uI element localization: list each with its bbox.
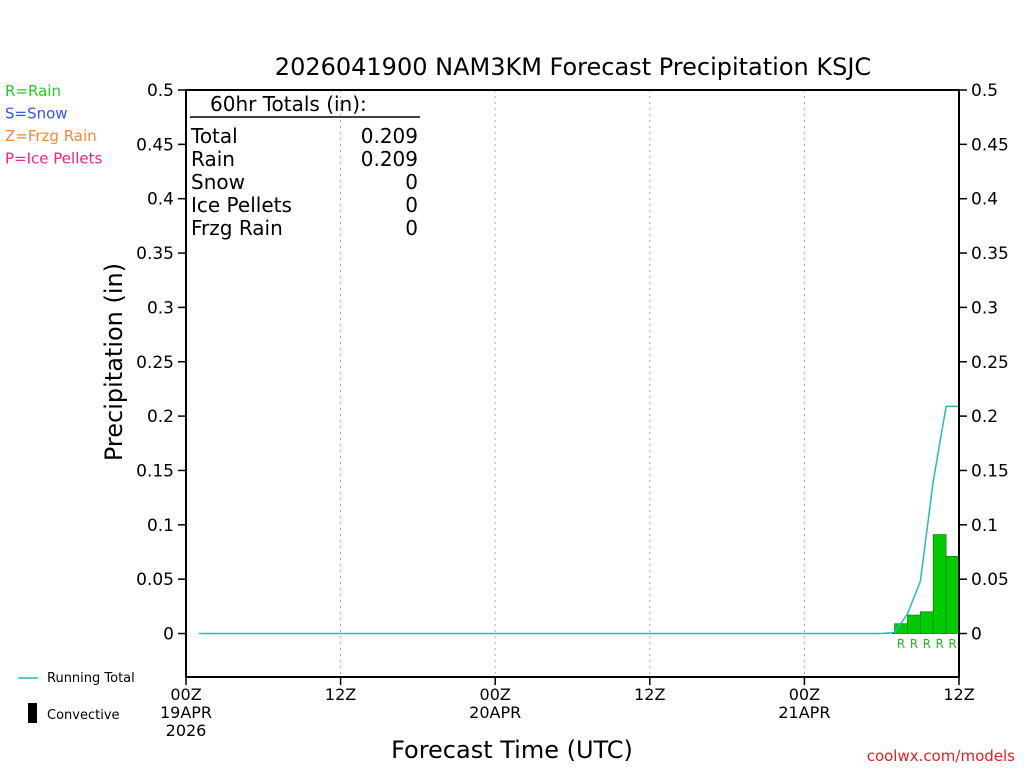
precip-type-label: R [897, 637, 905, 651]
totals-row-value: 0.209 [361, 124, 418, 148]
precip-type-label: R [936, 637, 944, 651]
totals-row-label: Rain [191, 147, 235, 171]
totals-row-label: Snow [191, 170, 245, 194]
y-tick-label-right: 0.2 [971, 407, 998, 427]
precip-type-label: R [910, 637, 918, 651]
y-tick-label-left: 0.45 [136, 135, 174, 155]
precip-bars [894, 534, 960, 634]
plot-frame [185, 89, 960, 678]
y-tick-label-right: 0.4 [971, 190, 998, 210]
precip-bar [907, 614, 921, 634]
precip-type-label: R [948, 637, 956, 651]
x-tick-label: 19APR [160, 703, 212, 722]
x-tick-label: 00Z [480, 685, 511, 704]
y-tick-label-left: 0.5 [147, 81, 174, 101]
running-total-series [198, 405, 959, 635]
y-tick-label-left: 0.05 [136, 570, 174, 590]
precip-type-legend-item: P=Ice Pellets [5, 150, 102, 168]
totals-row-value: 0 [405, 216, 418, 240]
y-axis-right: 0 0.05 0.1 0.15 0.2 0.25 0.3 0.35 0.4 0.45 0.5 [959, 81, 1009, 645]
precip-type-legend-item: R=Rain [5, 82, 61, 100]
y-tick-label-right: 0.25 [971, 353, 1009, 373]
totals-row-value: 0 [405, 170, 418, 194]
grid-lines [340, 90, 805, 677]
y-tick-label-left: 0.15 [136, 461, 174, 481]
totals-row-value: 0 [405, 193, 418, 217]
y-tick-label-left: 0.2 [147, 407, 174, 427]
y-tick-label-left: 0.3 [147, 298, 174, 318]
running-total-legend-label: Running Total [47, 671, 135, 686]
y-tick-label-right: 0.45 [971, 135, 1009, 155]
running-total-line [198, 405, 959, 635]
x-tick-label: 20APR [469, 703, 521, 722]
y-tick-label-right: 0.5 [971, 81, 998, 101]
y-tick-label-right: 0.05 [971, 570, 1009, 590]
totals-row-value: 0.209 [361, 147, 418, 171]
footer-source: coolwx.com/models [867, 747, 1015, 765]
precip-type-legend: R=Rain S=Snow Z=Frzg Rain P=Ice Pellets [5, 82, 102, 168]
x-axis-label: Forecast Time (UTC) [391, 736, 633, 764]
y-tick-label-right: 0.3 [971, 298, 998, 318]
x-tick-label: 2026 [166, 721, 207, 740]
totals-box: 60hr Totals (in): Total 0.209 Rain 0.209 Sno… [190, 92, 420, 240]
y-axis-label: Precipitation (in) [100, 263, 128, 461]
x-tick-label: 12Z [634, 685, 665, 704]
y-tick-label-left: 0.4 [147, 190, 174, 210]
y-axis-left: 0 0.05 0.1 0.15 0.2 0.25 0.3 0.35 0.4 0.45 0.5 [136, 81, 186, 645]
y-tick-label-right: 0.35 [971, 244, 1009, 264]
y-tick-label-left: 0.1 [147, 516, 174, 536]
totals-row-label: Frzg Rain [191, 216, 283, 240]
x-tick-label: 12Z [943, 685, 974, 704]
y-tick-label-left: 0 [163, 625, 174, 645]
precip-type-legend-item: S=Snow [5, 105, 68, 123]
precip-type-legend-item: Z=Frzg Rain [5, 127, 97, 145]
totals-header: 60hr Totals (in): [210, 92, 367, 116]
totals-row-label: Total [190, 124, 238, 148]
precip-bar [945, 556, 960, 634]
y-tick-label-right: 0 [971, 625, 982, 645]
convective-legend-label: Convective [47, 708, 120, 723]
convective-legend-swatch [28, 703, 37, 723]
precip-type-label: R [923, 637, 931, 651]
chart-title: 2026041900 NAM3KM Forecast Precipitation… [275, 53, 871, 81]
x-tick-label: 00Z [170, 685, 201, 704]
y-tick-label-left: 0.25 [136, 353, 174, 373]
y-tick-label-left: 0.35 [136, 244, 174, 264]
precip-bar [920, 611, 934, 634]
x-tick-label: 12Z [325, 685, 356, 704]
x-tick-label: 21APR [778, 703, 830, 722]
x-tick-label: 00Z [789, 685, 820, 704]
y-tick-label-right: 0.15 [971, 461, 1009, 481]
totals-row-label: Ice Pellets [191, 193, 292, 217]
precip-bar [932, 534, 947, 634]
y-tick-label-right: 0.1 [971, 516, 998, 536]
